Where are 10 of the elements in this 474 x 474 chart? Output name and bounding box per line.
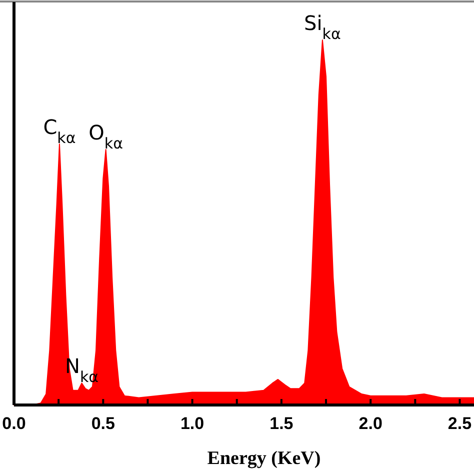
x-tick-label: 2.0 xyxy=(358,414,382,433)
x-axis-title: Energy (KeV) xyxy=(207,448,321,469)
x-tick-label: 2.5 xyxy=(448,414,472,433)
annotation: O$_{kα}$ xyxy=(88,120,124,152)
x-tick-label: 0.0 xyxy=(2,414,26,433)
x-tick-label: 0.5 xyxy=(91,414,115,433)
annotation: Si$_{kα}$ xyxy=(304,11,341,43)
x-tick-label: 1.0 xyxy=(180,414,204,433)
annotation: C$_{kα}$ xyxy=(43,115,76,148)
x-tick-label: 1.5 xyxy=(270,414,294,433)
